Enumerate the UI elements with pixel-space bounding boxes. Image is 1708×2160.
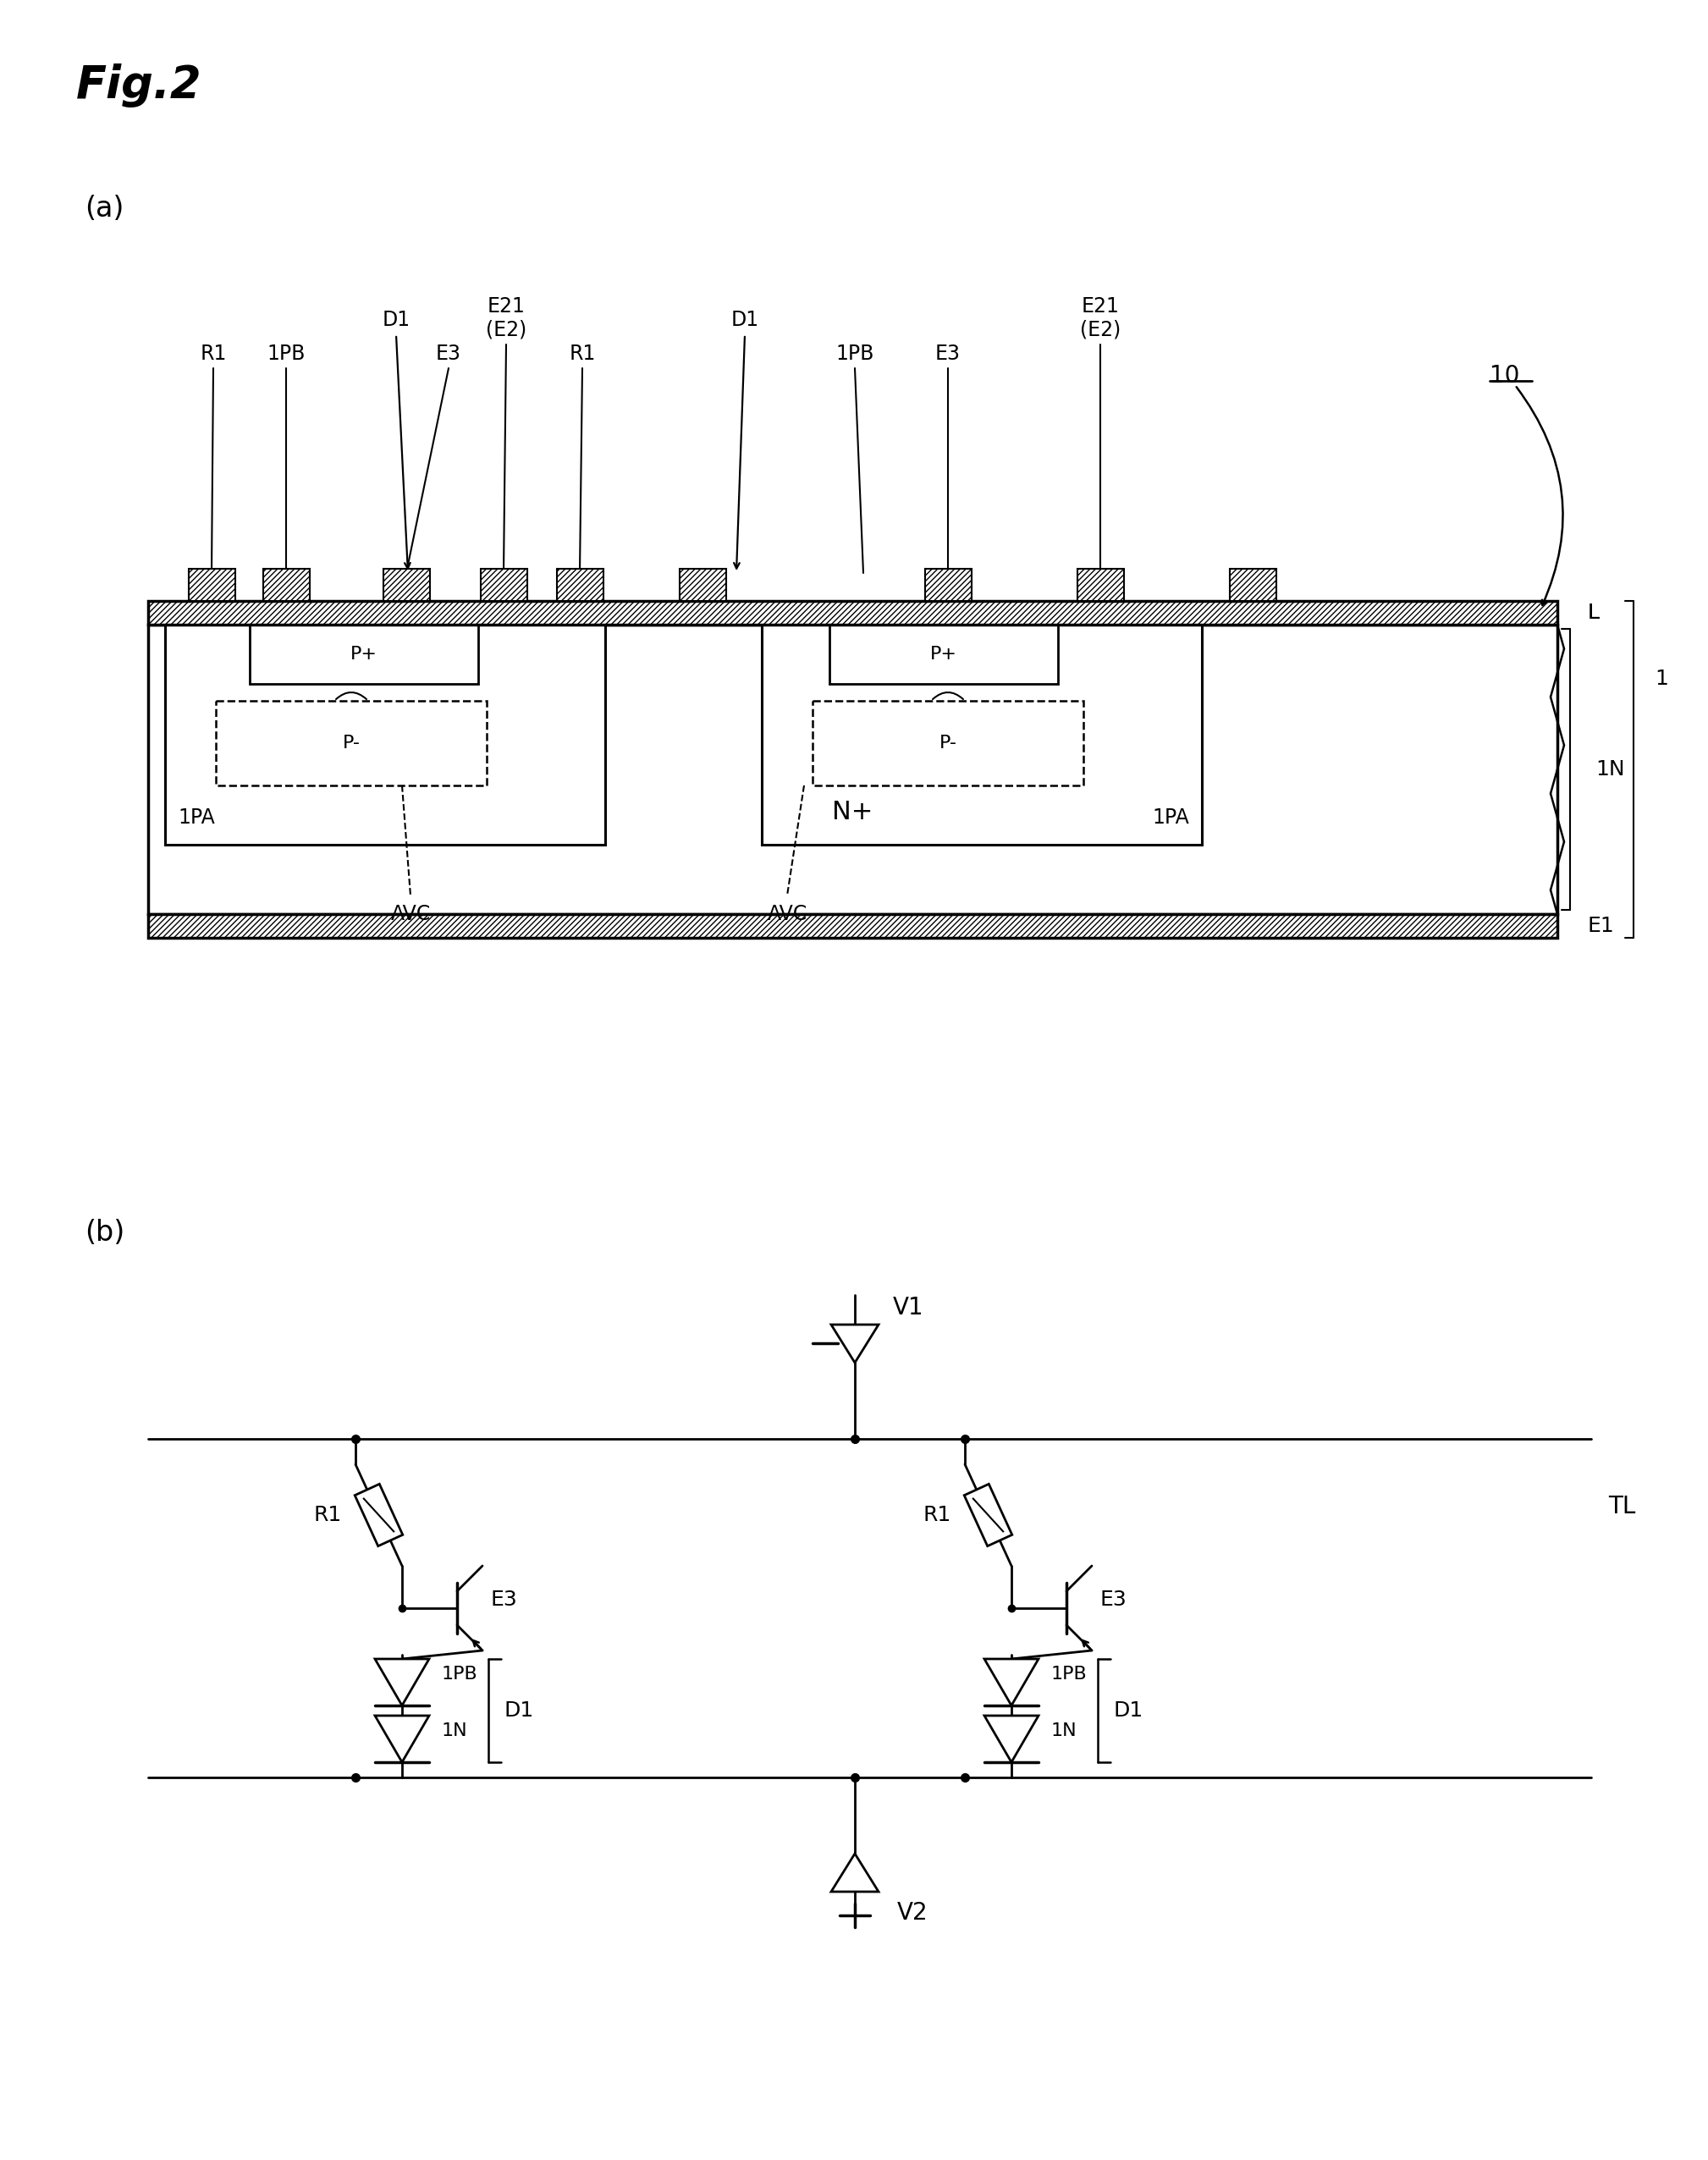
Bar (1230, 568, 1276, 600)
Text: L: L (1587, 603, 1599, 622)
Text: 1PB: 1PB (835, 343, 874, 363)
Text: AVC: AVC (767, 903, 808, 924)
Bar (813, 700, 1083, 786)
Text: E21: E21 (487, 296, 524, 318)
Bar (149, 914, 1558, 937)
Text: E3: E3 (436, 343, 461, 363)
Text: 1N: 1N (1595, 758, 1624, 780)
Polygon shape (832, 1853, 878, 1892)
Bar (480, 568, 528, 600)
Text: R1: R1 (924, 1506, 951, 1525)
Polygon shape (376, 1715, 429, 1763)
Text: D1: D1 (731, 309, 758, 330)
Text: E3: E3 (490, 1590, 518, 1609)
Text: P+: P+ (931, 646, 956, 663)
Polygon shape (355, 1484, 403, 1547)
Text: E3: E3 (1100, 1590, 1127, 1609)
Text: D1: D1 (504, 1700, 533, 1722)
Text: E21: E21 (1081, 296, 1119, 318)
Text: AVC: AVC (391, 903, 430, 924)
Bar (190, 568, 236, 600)
Text: TL: TL (1609, 1495, 1636, 1518)
Text: L: L (1587, 603, 1599, 622)
Bar (680, 568, 726, 600)
Bar (249, 624, 478, 685)
Bar (149, 600, 1558, 624)
Bar (166, 624, 605, 845)
Polygon shape (376, 1659, 429, 1706)
Text: D1: D1 (383, 309, 410, 330)
Text: (E2): (E2) (1079, 320, 1120, 341)
Bar (762, 624, 1202, 845)
Text: (b): (b) (85, 1218, 125, 1246)
Text: 1: 1 (1655, 670, 1669, 689)
Text: 1PB: 1PB (266, 343, 306, 363)
Text: V2: V2 (897, 1901, 927, 1925)
Text: P+: P+ (350, 646, 377, 663)
Bar (383, 568, 430, 600)
Text: P-: P- (342, 734, 360, 752)
Polygon shape (984, 1659, 1038, 1706)
Text: 1PA: 1PA (178, 808, 215, 827)
Bar (215, 700, 487, 786)
Polygon shape (984, 1715, 1038, 1763)
Bar (1078, 568, 1124, 600)
Text: 10: 10 (1489, 363, 1520, 387)
Text: 1PB: 1PB (1050, 1665, 1088, 1683)
Text: 1N: 1N (442, 1722, 468, 1739)
Bar (149, 624, 1558, 914)
Bar (557, 568, 603, 600)
Text: 1N: 1N (1050, 1722, 1078, 1739)
Bar (926, 568, 972, 600)
Bar (830, 624, 1057, 685)
Text: (E2): (E2) (485, 320, 526, 341)
Text: N+: N+ (832, 799, 873, 823)
Bar (263, 568, 309, 600)
Text: R1: R1 (314, 1506, 342, 1525)
Text: R1: R1 (200, 343, 227, 363)
Text: D1: D1 (1114, 1700, 1143, 1722)
Text: (a): (a) (85, 194, 125, 222)
Text: 1PB: 1PB (442, 1665, 478, 1683)
Text: Fig.2: Fig.2 (77, 63, 202, 108)
Text: P-: P- (939, 734, 956, 752)
Text: V1: V1 (893, 1296, 924, 1320)
Text: E1: E1 (1587, 916, 1614, 935)
Polygon shape (832, 1324, 878, 1363)
Text: E3: E3 (936, 343, 960, 363)
Polygon shape (965, 1484, 1013, 1547)
Text: 1PA: 1PA (1153, 808, 1189, 827)
Text: R1: R1 (569, 343, 596, 363)
